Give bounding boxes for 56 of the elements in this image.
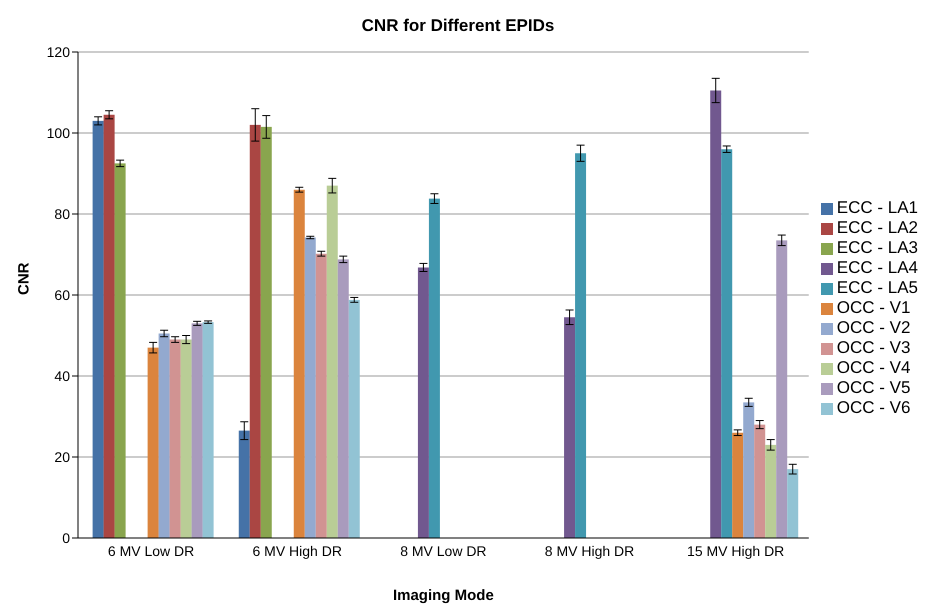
- legend-label: ECC - LA1: [836, 198, 918, 217]
- y-tick-label: 100: [46, 124, 70, 141]
- bar: [732, 432, 744, 538]
- legend-label: ECC - LA4: [836, 258, 918, 277]
- bar: [192, 323, 203, 538]
- y-axis-title: CNR: [15, 262, 32, 295]
- legend-label: ECC - LA2: [836, 218, 918, 237]
- legend-label: OCC - V5: [836, 378, 910, 397]
- bar: [710, 90, 722, 538]
- bar: [304, 237, 316, 538]
- x-tick-label: 8 MV Low DR: [400, 542, 487, 559]
- bar: [114, 163, 126, 538]
- x-tick-label: 8 MV High DR: [544, 542, 634, 559]
- y-tick-label: 20: [54, 448, 70, 465]
- bar: [180, 340, 192, 538]
- bar: [202, 322, 214, 538]
- x-tick-label: 6 MV Low DR: [108, 542, 194, 559]
- bar: [754, 424, 766, 538]
- legend-label: OCC - V3: [836, 338, 910, 357]
- bar: [765, 444, 776, 538]
- bar: [428, 198, 440, 538]
- bar: [316, 254, 327, 538]
- bar: [170, 340, 181, 538]
- legend-label: OCC - V6: [836, 398, 910, 417]
- bar: [721, 149, 732, 538]
- legend-label: OCC - V4: [836, 358, 910, 377]
- bar: [238, 430, 250, 538]
- bar: [743, 402, 754, 538]
- bar: [575, 153, 586, 538]
- bar: [338, 259, 349, 538]
- bar: [250, 124, 261, 538]
- bar: [564, 317, 576, 538]
- y-tick-label: 80: [54, 206, 70, 222]
- y-tick-label: 0: [62, 530, 70, 546]
- bar: [418, 267, 429, 538]
- x-tick-label: 15 MV High DR: [687, 542, 784, 559]
- y-tick-label: 120: [46, 44, 70, 60]
- bar: [787, 469, 798, 538]
- legend-label: OCC - V1: [836, 298, 910, 317]
- y-tick-label: 40: [54, 368, 70, 384]
- bar: [294, 190, 305, 538]
- legend-label: OCC - V2: [836, 318, 910, 337]
- bar: [92, 120, 104, 538]
- bar: [158, 333, 170, 538]
- bar: [260, 126, 272, 538]
- chart-title: CNR for Different EPIDs: [360, 16, 556, 36]
- bar: [348, 300, 360, 538]
- legend-label: ECC - LA3: [836, 238, 918, 257]
- bar: [326, 186, 338, 538]
- y-tick-label: 60: [54, 286, 70, 303]
- bar: [776, 240, 788, 538]
- x-tick-label: 6 MV High DR: [252, 542, 342, 559]
- legend-label: ECC - LA5: [836, 278, 918, 297]
- x-axis-title: Imaging Mode: [392, 587, 494, 604]
- bar: [104, 114, 115, 538]
- bar: [148, 348, 159, 538]
